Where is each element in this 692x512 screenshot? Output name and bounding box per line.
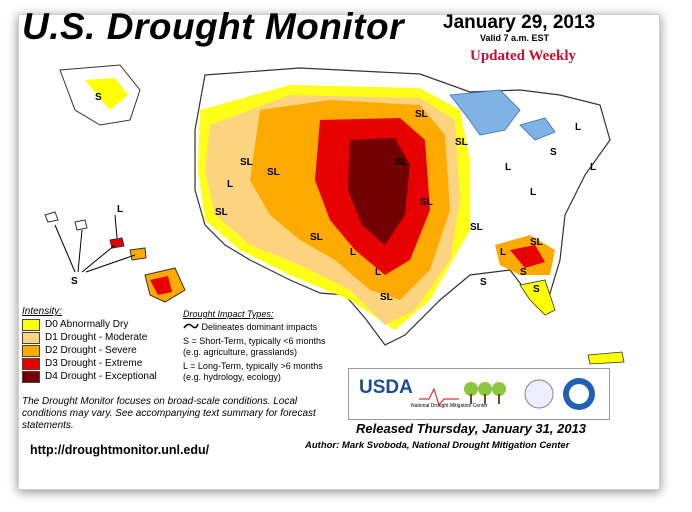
- legend-item-d4: D4 Drought - Exceptional: [22, 370, 157, 383]
- logo-shapes: [419, 378, 595, 410]
- map-label: L: [227, 179, 233, 190]
- swatch: [22, 344, 40, 357]
- map-label: L: [530, 187, 536, 198]
- map-label: S: [95, 92, 102, 103]
- florida: [519, 279, 556, 316]
- map-label: S: [71, 276, 78, 287]
- released-date: Released Thursday, January 31, 2013: [356, 421, 587, 436]
- map-label: L: [117, 204, 123, 215]
- impact-line-5: (e.g. hydrology, ecology): [183, 372, 281, 382]
- usda-logo: USDA: [359, 377, 413, 398]
- source-url[interactable]: http://droughtmonitor.unl.edu/: [30, 443, 210, 457]
- map-title: U.S. Drought Monitor: [22, 6, 404, 47]
- ndmc-logo-text: National Drought Mitigation Center: [411, 403, 488, 409]
- southeast-core: [510, 245, 545, 268]
- legend-item-d1: D1 Drought - Moderate: [22, 331, 157, 344]
- swatch: [22, 357, 40, 370]
- map-label: S: [550, 147, 557, 158]
- great-lakes: [449, 89, 556, 141]
- legend-item-d2: D2 Drought - Severe: [22, 344, 157, 357]
- legend-item-d3: D3 Drought - Extreme: [22, 357, 157, 370]
- map-label: SL: [470, 222, 483, 233]
- map-label: S: [480, 277, 487, 288]
- updated-weekly: Updated Weekly: [470, 48, 576, 64]
- impact-types-legend: Drought Impact Types: Delineates dominan…: [183, 309, 363, 383]
- map-label: L: [590, 162, 596, 173]
- impact-line-3: (e.g. agriculture, grasslands): [183, 347, 298, 357]
- valid-time: Valid 7 a.m. EST: [480, 33, 550, 43]
- map-label: L: [500, 247, 506, 258]
- map-label: S: [520, 267, 527, 278]
- intensity-legend: D0 Abnormally Dry D1 Drought - Moderate …: [22, 318, 157, 383]
- hawaii-islands: [44, 211, 186, 303]
- puerto-rico: [587, 351, 625, 365]
- swatch: [22, 318, 40, 331]
- map-label: L: [350, 247, 356, 258]
- map-label: SL: [215, 207, 228, 218]
- map-label: SL: [267, 167, 280, 178]
- impact-line-4: L = Long-Term, typically >6 months: [183, 361, 323, 371]
- impact-title: Drought Impact Types:: [183, 309, 274, 319]
- map-label: SL: [455, 137, 468, 148]
- legend-item-d0: D0 Abnormally Dry: [22, 318, 157, 331]
- map-label: SL: [395, 157, 408, 168]
- map-label: L: [575, 122, 581, 133]
- map-label: L: [505, 162, 511, 173]
- swatch: [22, 331, 40, 344]
- map-label: L: [375, 267, 381, 278]
- map-label: SL: [310, 232, 323, 243]
- impact-line-1: Delineates dominant impacts: [183, 322, 363, 333]
- map-label: SL: [415, 109, 428, 120]
- alaska-d0: [85, 78, 128, 110]
- disclaimer: The Drought Monitor focuses on broad-sca…: [22, 396, 316, 431]
- map-label: SL: [530, 237, 543, 248]
- map-label: SL: [420, 197, 433, 208]
- map-label: S: [533, 284, 540, 295]
- author: Author: Mark Svoboda, National Drought M…: [305, 440, 570, 451]
- hawaii-pointer-lines: [54, 214, 136, 273]
- d4-area: [348, 138, 410, 245]
- agency-logos: USDA National Drought Mitigation Center: [348, 368, 610, 420]
- swatch: [22, 370, 40, 383]
- impact-line-icon: [183, 323, 199, 329]
- intensity-title: Intensity:: [22, 306, 63, 317]
- map-label: SL: [380, 292, 393, 303]
- map-date: January 29, 2013: [443, 12, 596, 33]
- impact-line-2: S = Short-Term, typically <6 months: [183, 336, 326, 346]
- map-label: SL: [240, 157, 253, 168]
